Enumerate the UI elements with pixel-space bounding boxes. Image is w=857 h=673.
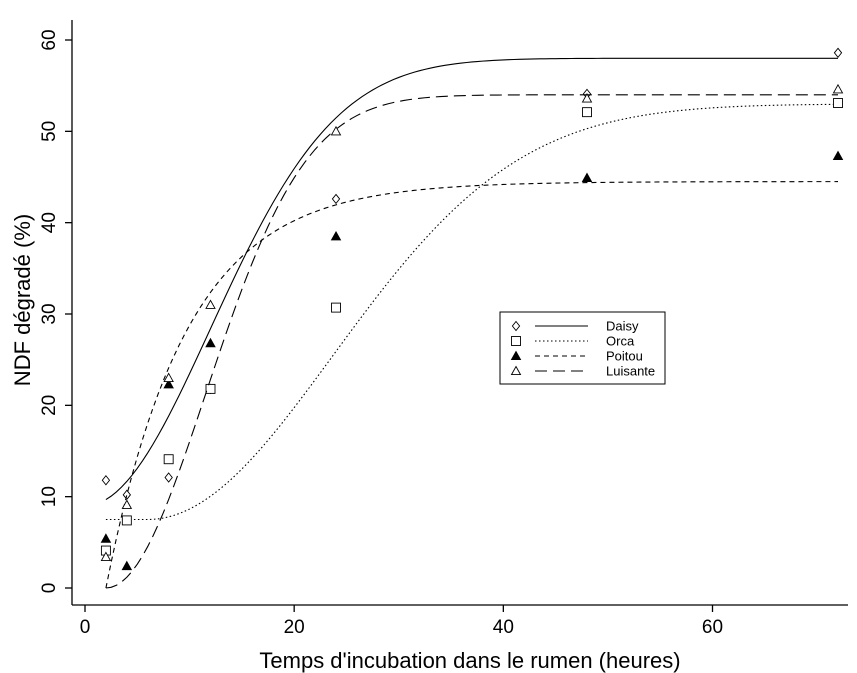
series-line-poitou <box>105 181 839 589</box>
series-daisy <box>101 47 843 501</box>
y-tick-label: 50 <box>39 121 60 142</box>
series-orca <box>100 98 843 556</box>
data-point-luisante <box>100 551 112 561</box>
legend-marker <box>510 365 522 376</box>
data-point-luisante <box>163 372 174 382</box>
legend-item: Orca <box>511 334 635 349</box>
data-point-daisy <box>833 47 843 59</box>
data-point-poitou <box>163 378 174 389</box>
legend-label: Orca <box>606 334 635 349</box>
series-line-orca <box>105 103 839 521</box>
legend-marker <box>510 350 522 361</box>
data-point-daisy <box>101 475 111 486</box>
y-tick-label: 30 <box>39 303 60 324</box>
y-tick-label: 10 <box>39 486 60 507</box>
data-point-orca <box>163 454 174 465</box>
data-point-daisy <box>122 489 132 501</box>
legend-item: Daisy <box>511 319 639 334</box>
x-tick-label: 0 <box>80 617 91 638</box>
y-tick-label: 20 <box>39 395 60 416</box>
data-point-daisy <box>331 193 341 205</box>
data-point-orca <box>582 107 592 118</box>
data-point-poitou <box>205 337 216 348</box>
x-tick-label: 60 <box>702 617 723 638</box>
series-line-daisy <box>105 57 838 501</box>
data-point-luisante <box>330 125 342 136</box>
legend-item: Poitou <box>510 349 643 364</box>
y-tick-label: 0 <box>39 583 60 594</box>
data-point-luisante <box>581 93 593 103</box>
data-point-orca <box>331 302 341 313</box>
legend-label: Poitou <box>606 349 643 364</box>
data-point-poitou <box>832 150 844 161</box>
legend-label: Daisy <box>606 319 639 334</box>
data-point-poitou <box>330 230 342 241</box>
data-point-orca <box>833 98 843 108</box>
x-ticks: 0 20 40 60 <box>80 605 723 638</box>
x-tick-label: 20 <box>284 617 305 638</box>
data-point-poitou <box>581 172 593 182</box>
data-point-luisante <box>832 83 844 94</box>
y-tick-label: 60 <box>39 29 60 50</box>
series-group <box>100 47 844 589</box>
data-point-orca <box>121 515 132 526</box>
series-line-luisante <box>105 94 838 589</box>
y-axis-title: NDF dégradé (%) <box>10 214 35 386</box>
data-point-luisante <box>205 299 216 309</box>
x-tick-label: 40 <box>493 617 514 638</box>
y-ticks: 0 10 20 30 40 50 60 <box>39 29 72 593</box>
x-axis-title: Temps d'incubation dans le rumen (heures… <box>259 648 680 673</box>
data-point-daisy <box>164 472 173 483</box>
legend-marker <box>511 320 521 332</box>
series-poitou <box>100 150 844 589</box>
legend-box <box>499 311 666 385</box>
data-point-orca <box>205 383 216 394</box>
series-luisante <box>100 83 844 589</box>
legend-marker <box>511 336 521 346</box>
legend-label: Luisante <box>606 364 655 379</box>
data-point-luisante <box>121 499 133 509</box>
data-point-poitou <box>100 533 112 543</box>
y-tick-label: 40 <box>39 212 60 233</box>
axes: 0 20 40 60 0 10 20 30 40 50 60 Temps d'incubation… <box>10 20 848 673</box>
legend-item: Luisante <box>510 364 655 379</box>
data-point-poitou <box>121 560 133 571</box>
